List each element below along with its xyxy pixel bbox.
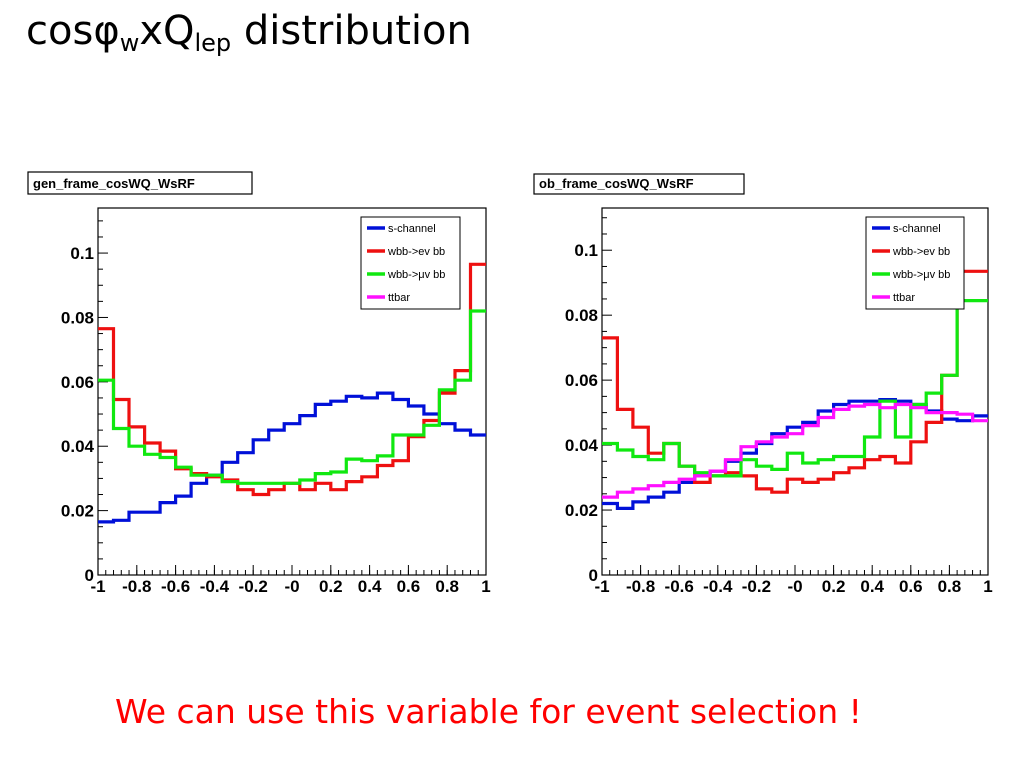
x-tick-label: 0.2 <box>319 577 343 596</box>
histogram-s-channel <box>98 391 486 524</box>
x-tick-label: 0.6 <box>397 577 421 596</box>
y-tick-label: 0.1 <box>574 241 598 260</box>
y-tick-label: 0.04 <box>61 437 95 456</box>
x-tick-label: -0.4 <box>200 577 230 596</box>
x-tick-label: -0.6 <box>161 577 190 596</box>
x-tick-label: -1 <box>594 577 609 596</box>
histogram-wbb-v-bb <box>98 309 486 485</box>
x-tick-label: -0 <box>787 577 802 596</box>
legend-label: s-channel <box>893 223 941 235</box>
y-tick-label: 0.04 <box>565 436 599 455</box>
footer-note: We can use this variable for event selec… <box>115 692 862 731</box>
x-tick-label: -0.8 <box>626 577 655 596</box>
panel-2: ob_frame_cosWQ_WsRF 0 0.02 0.04 0.06 0.08 0.1 -… <box>533 173 993 596</box>
panel-title-box <box>27 171 253 195</box>
legend-label: ttbar <box>388 292 410 304</box>
y-tick-label: 0.08 <box>61 308 94 327</box>
title-xq: xQ <box>139 8 195 54</box>
title-rest: distribution <box>231 8 472 54</box>
title-sub-lep: lep <box>194 29 232 58</box>
x-tick-label: 1 <box>481 577 490 596</box>
slide-title: cosφwxQlep distribution <box>26 8 472 57</box>
x-tick-label: 0.4 <box>860 577 884 596</box>
legend-label: s-channel <box>388 223 436 235</box>
histogram-ttbar <box>602 402 988 499</box>
x-tick-label: -0.6 <box>665 577 694 596</box>
legend-label: wbb->ev bb <box>892 246 950 258</box>
legend-label: wbb->μv bb <box>892 269 950 281</box>
y-tick-label: 0.1 <box>70 244 94 263</box>
histogram-wbb-v-bb <box>602 299 988 478</box>
legend-box <box>360 216 461 310</box>
x-tick-label: 1 <box>983 577 992 596</box>
legend-label: ttbar <box>893 292 915 304</box>
title-sub-w: w <box>119 29 140 58</box>
panel-title: ob_frame_cosWQ_WsRF <box>539 176 694 191</box>
y-tick-label: 0.06 <box>61 373 94 392</box>
panel-1: gen_frame_cosWQ_WsRF 0 0.02 0.04 0.06 0.08 0.1… <box>27 171 491 596</box>
legend-label: wbb->μv bb <box>387 269 445 281</box>
y-tick-label: 0.02 <box>565 501 598 520</box>
title-cos: cos <box>26 8 94 54</box>
y-tick-label: 0 <box>85 566 94 585</box>
panel-title-box <box>533 173 745 195</box>
x-tick-label: -0.2 <box>742 577 771 596</box>
x-tick-label: -0.2 <box>239 577 268 596</box>
x-tick-label: 0.8 <box>435 577 459 596</box>
title-phi: φ <box>93 8 120 54</box>
y-tick-label: 0.02 <box>61 502 94 521</box>
x-tick-label: 0.8 <box>938 577 962 596</box>
x-tick-label: 0.4 <box>358 577 382 596</box>
y-tick-label: 0 <box>589 566 598 585</box>
x-tick-label: 0.2 <box>822 577 846 596</box>
x-tick-label: -1 <box>90 577 105 596</box>
panel-title: gen_frame_cosWQ_WsRF <box>33 176 195 191</box>
legend-box <box>865 216 965 310</box>
x-tick-label: 0.6 <box>899 577 923 596</box>
x-tick-label: -0.4 <box>703 577 733 596</box>
y-tick-label: 0.08 <box>565 306 598 325</box>
x-tick-label: -0 <box>284 577 299 596</box>
x-tick-label: -0.8 <box>122 577 151 596</box>
legend-label: wbb->ev bb <box>387 246 445 258</box>
y-tick-label: 0.06 <box>565 371 598 390</box>
